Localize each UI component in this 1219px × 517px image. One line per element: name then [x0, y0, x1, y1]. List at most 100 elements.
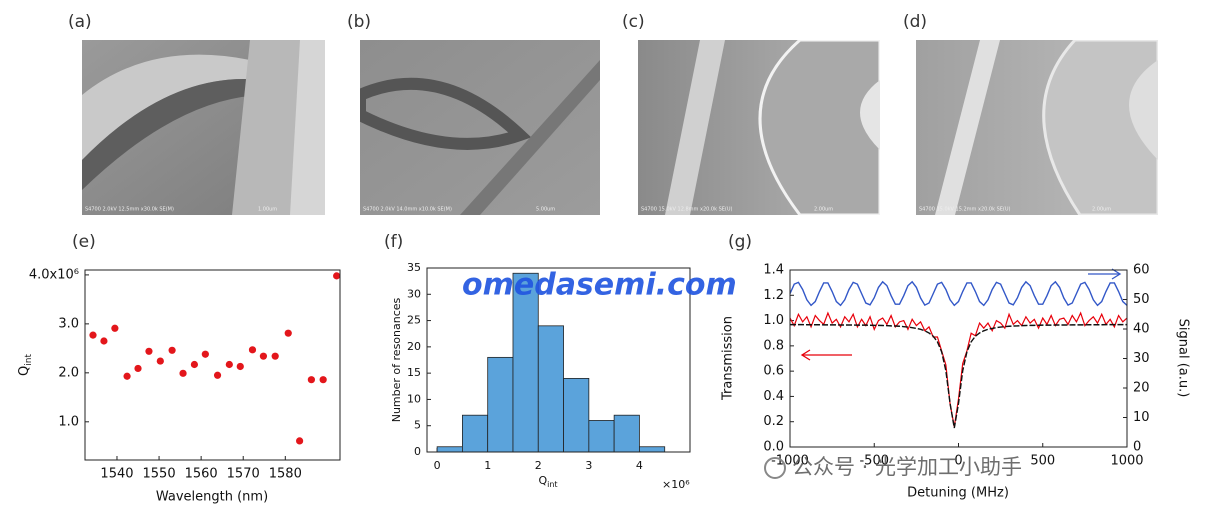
arrow-left — [800, 349, 852, 361]
point — [307, 376, 315, 384]
point — [179, 369, 187, 377]
y2-tick-label: 10 — [1133, 410, 1150, 425]
bar — [487, 356, 514, 453]
sem-image-c — [638, 40, 880, 215]
y-tick-label: 0.2 — [763, 414, 784, 429]
y-axis-label: Transmission — [721, 316, 736, 401]
point — [319, 376, 327, 384]
bar — [537, 325, 564, 453]
x-tick-label: -500 — [859, 454, 889, 469]
sem-scale: 2.00um — [814, 207, 833, 213]
sem-scale: 2.00um — [1092, 207, 1111, 213]
point — [145, 347, 153, 355]
arrow-right — [1088, 268, 1122, 280]
point — [271, 352, 279, 360]
panel-label: (e) — [72, 232, 96, 252]
watermark-account: 公众号 · 光学加工小助手 — [792, 455, 1022, 479]
x-axis-label: Detuning (MHz) — [907, 486, 1009, 501]
x-tick-label: 0 — [434, 459, 441, 472]
y-tick-label: 0 — [414, 445, 421, 458]
bar — [613, 414, 640, 453]
point — [296, 437, 304, 445]
y-tick-label: 20 — [407, 340, 421, 353]
x-axis-label: Wavelength (nm) — [156, 490, 268, 505]
y-tick-label: 0.6 — [763, 364, 784, 379]
y2-tick-label: 60 — [1133, 263, 1150, 278]
y-tick-label: 2.0 — [58, 365, 79, 380]
point — [201, 350, 209, 358]
panel-label: (g) — [728, 232, 752, 252]
y-tick-label: 10 — [407, 392, 421, 405]
y-tick-label: 30 — [407, 287, 421, 300]
x-axis-label-main: Q — [538, 474, 547, 487]
sem-scale: 5.00um — [536, 207, 555, 213]
plot-frame — [426, 267, 691, 453]
sem-scale: 1.00um — [258, 207, 277, 213]
panel-label: (a) — [68, 12, 92, 32]
line-series — [789, 311, 1128, 427]
y-tick-label: 4.0x10⁶ — [29, 267, 79, 282]
bar — [436, 446, 463, 453]
x-tick-label: 2 — [535, 459, 542, 472]
x-multiplier: ×10⁶ — [662, 478, 690, 491]
y-axis-label: Qint — [17, 354, 34, 376]
x-tick-label: 500 — [1030, 454, 1055, 469]
x-tick-label: 0 — [954, 454, 962, 469]
bar — [563, 377, 590, 453]
y-tick-label: 1.4 — [763, 263, 784, 278]
y-tick-label: 0.4 — [763, 389, 784, 404]
y-tick-label: 5 — [414, 419, 421, 432]
plot-frame — [789, 269, 1128, 448]
bar — [639, 446, 666, 453]
y2-tick-label: 0 — [1133, 440, 1141, 455]
y2-axis-label: Signal (a.u.) — [1176, 319, 1191, 398]
y-axis-label-sub: int — [24, 354, 34, 366]
y-tick-label: 35 — [407, 261, 421, 274]
point — [123, 372, 131, 380]
panel-label: (d) — [903, 12, 927, 32]
y2-tick-label: 50 — [1133, 292, 1150, 307]
y-tick-label: 15 — [407, 366, 421, 379]
y-tick-label: 1.0 — [58, 414, 79, 429]
x-tick-label: 1000 — [1110, 454, 1143, 469]
point — [134, 364, 142, 373]
bar — [512, 272, 539, 453]
y-tick-label: 1.2 — [763, 288, 784, 303]
y-axis-label: Number of resonances — [390, 297, 403, 422]
plot-frame — [84, 269, 341, 461]
x-axis-label: Qint — [538, 474, 557, 489]
sem-image-a — [82, 40, 325, 215]
x-tick-label: 1570 — [227, 467, 260, 482]
sem-info: S4700 15.0kV 15.2mm x20.0k SE(U) — [919, 207, 1011, 213]
x-tick-label: -1000 — [771, 454, 809, 469]
y2-tick-label: 30 — [1133, 351, 1150, 366]
bar — [588, 420, 615, 453]
x-tick-label: 1550 — [143, 467, 176, 482]
x-tick-label: 1560 — [185, 467, 218, 482]
y-axis-label-main: Q — [17, 366, 32, 376]
x-axis-label-sub: int — [547, 480, 557, 489]
x-tick-label: 3 — [585, 459, 592, 472]
sem-info: S4700 2.0kV 12.5mm x30.0k SE(M) — [85, 207, 174, 213]
bar — [462, 414, 489, 453]
y-tick-label: 3.0 — [58, 316, 79, 331]
point — [89, 331, 97, 339]
panel-label: (b) — [347, 12, 371, 32]
point — [225, 360, 233, 369]
sem-image-b — [360, 40, 600, 215]
x-tick-label: 4 — [636, 459, 643, 472]
point — [284, 329, 292, 337]
point — [259, 352, 268, 360]
y2-tick-label: 40 — [1133, 322, 1150, 337]
point — [156, 357, 164, 365]
panel-label: (c) — [622, 12, 645, 32]
point — [248, 346, 257, 354]
watermark-site: omedasemi.com — [462, 268, 737, 303]
y-tick-label: 1.0 — [763, 313, 784, 328]
point — [236, 362, 244, 371]
sem-image-d — [916, 40, 1158, 215]
y-tick-label: 25 — [407, 314, 421, 327]
sem-info: S4700 2.0kV 14.0mm x10.0k SE(M) — [363, 207, 452, 213]
